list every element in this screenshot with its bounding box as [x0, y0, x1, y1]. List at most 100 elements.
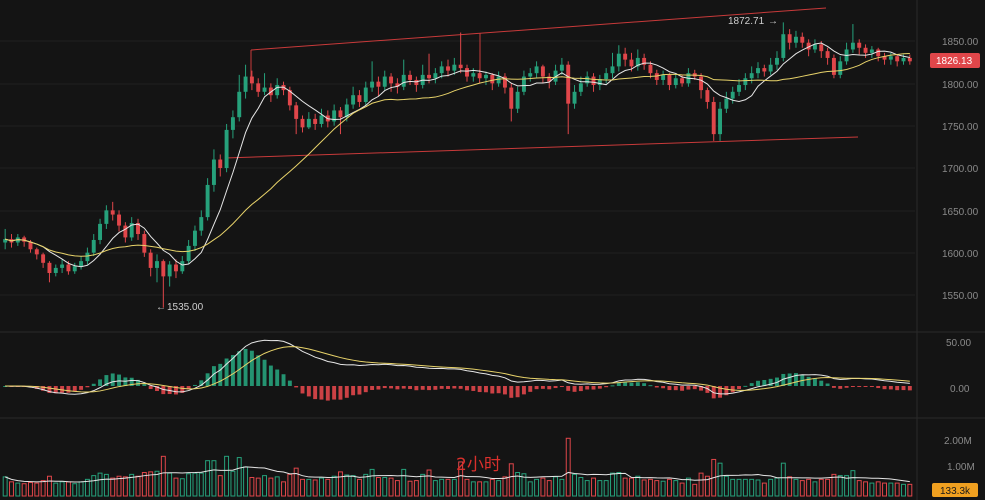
- macd-histogram-bar: [787, 373, 792, 386]
- volume-bar: [141, 472, 147, 497]
- macd-dif-line: [5, 339, 910, 395]
- macd-histogram-bar: [711, 386, 716, 399]
- volume-bar: [508, 463, 514, 497]
- volume-bar: [850, 470, 856, 497]
- volume-bar: [578, 476, 584, 497]
- candle-body: [521, 76, 526, 92]
- volume-bar: [894, 482, 900, 497]
- candle-body: [831, 57, 836, 75]
- candle-body: [484, 74, 488, 79]
- candle-body: [756, 68, 760, 74]
- candle-body: [110, 210, 115, 215]
- candle-body: [901, 57, 906, 62]
- macd-histogram-bar: [629, 382, 634, 386]
- macd-pane: [3, 339, 912, 401]
- volume-bar: [901, 483, 906, 497]
- channel-upper-line: [250, 7, 827, 51]
- macd-histogram-bar: [699, 386, 704, 391]
- volume-bar: [445, 478, 451, 497]
- last-price-label: 1826.13: [936, 56, 973, 67]
- volume-bar: [666, 478, 672, 497]
- volume-bar: [698, 472, 704, 497]
- candle-body: [389, 76, 394, 84]
- candle-body: [509, 87, 514, 109]
- macd-histogram-bar: [439, 386, 444, 389]
- volume-bar: [53, 482, 59, 497]
- candle-body: [705, 90, 710, 102]
- candle-body: [34, 249, 39, 255]
- candle-body: [623, 53, 628, 60]
- volume-bar: [211, 460, 217, 497]
- macd-histogram-bar: [572, 386, 577, 392]
- volume-bar: [793, 478, 799, 497]
- macd-histogram-bar: [547, 386, 552, 390]
- candle-body: [180, 261, 185, 272]
- volume-bar: [281, 481, 286, 497]
- macd-histogram-bar: [53, 386, 58, 394]
- macd-histogram-bar: [382, 386, 387, 389]
- macd-histogram-bar: [306, 386, 311, 397]
- volume-bar: [755, 479, 761, 497]
- macd-histogram-bar: [155, 386, 159, 392]
- volume-bar: [344, 474, 350, 497]
- volume-bar: [780, 462, 786, 497]
- macd-histogram-bar: [737, 386, 741, 390]
- macd-histogram-bar: [136, 379, 140, 386]
- macd-histogram-bar: [458, 386, 463, 389]
- candle-body: [673, 78, 678, 86]
- volume-bar: [407, 480, 413, 497]
- candle-body: [635, 57, 640, 67]
- macd-histogram-bar: [566, 386, 571, 391]
- candle-body: [762, 68, 767, 72]
- volume-bar: [110, 477, 116, 497]
- macd-tick-label: 0.00: [950, 384, 970, 395]
- candle-body: [332, 110, 337, 122]
- volume-bar: [559, 478, 565, 497]
- macd-histogram-bar: [534, 386, 539, 390]
- candle-body: [547, 76, 552, 82]
- candle-body: [876, 49, 881, 57]
- candle-body: [237, 91, 242, 118]
- macd-histogram-bar: [414, 386, 419, 391]
- macd-histogram-bar: [521, 386, 526, 395]
- candle-body: [642, 57, 647, 65]
- volume-bar: [521, 473, 527, 497]
- candle-body: [857, 42, 862, 48]
- macd-histogram-bar: [230, 355, 235, 386]
- candle-body: [338, 110, 343, 118]
- candle-body: [351, 95, 356, 105]
- macd-histogram-bar: [876, 386, 881, 389]
- macd-histogram-bar: [332, 386, 337, 400]
- macd-histogram-bar: [256, 355, 261, 386]
- volume-bar: [375, 476, 381, 497]
- candle-body: [578, 83, 583, 92]
- candle-body: [490, 74, 495, 84]
- volume-bar: [255, 477, 261, 497]
- volume-bar: [179, 478, 185, 497]
- candle-body: [838, 61, 843, 75]
- ma-fast-line: [5, 42, 910, 268]
- volume-bar: [616, 472, 622, 497]
- candle-body: [629, 59, 634, 67]
- macd-histogram-bar: [199, 380, 204, 386]
- candle-body: [401, 74, 406, 87]
- candle-body: [123, 225, 128, 238]
- volume-bar: [717, 462, 723, 497]
- volume-bar: [458, 461, 464, 497]
- volume-bar: [654, 480, 660, 497]
- volume-bar: [641, 479, 647, 497]
- macd-histogram-bar: [838, 386, 843, 389]
- volume-bar: [293, 467, 299, 497]
- candle-body: [395, 83, 400, 87]
- volume-bar: [825, 478, 831, 497]
- candle-body: [502, 76, 507, 88]
- volume-bar: [799, 480, 805, 497]
- macd-histogram-bar: [161, 386, 166, 395]
- candle-body: [534, 66, 539, 74]
- candle-body: [540, 66, 545, 77]
- candle-body: [882, 56, 887, 60]
- volume-bar: [787, 476, 793, 497]
- candle-body: [167, 264, 172, 277]
